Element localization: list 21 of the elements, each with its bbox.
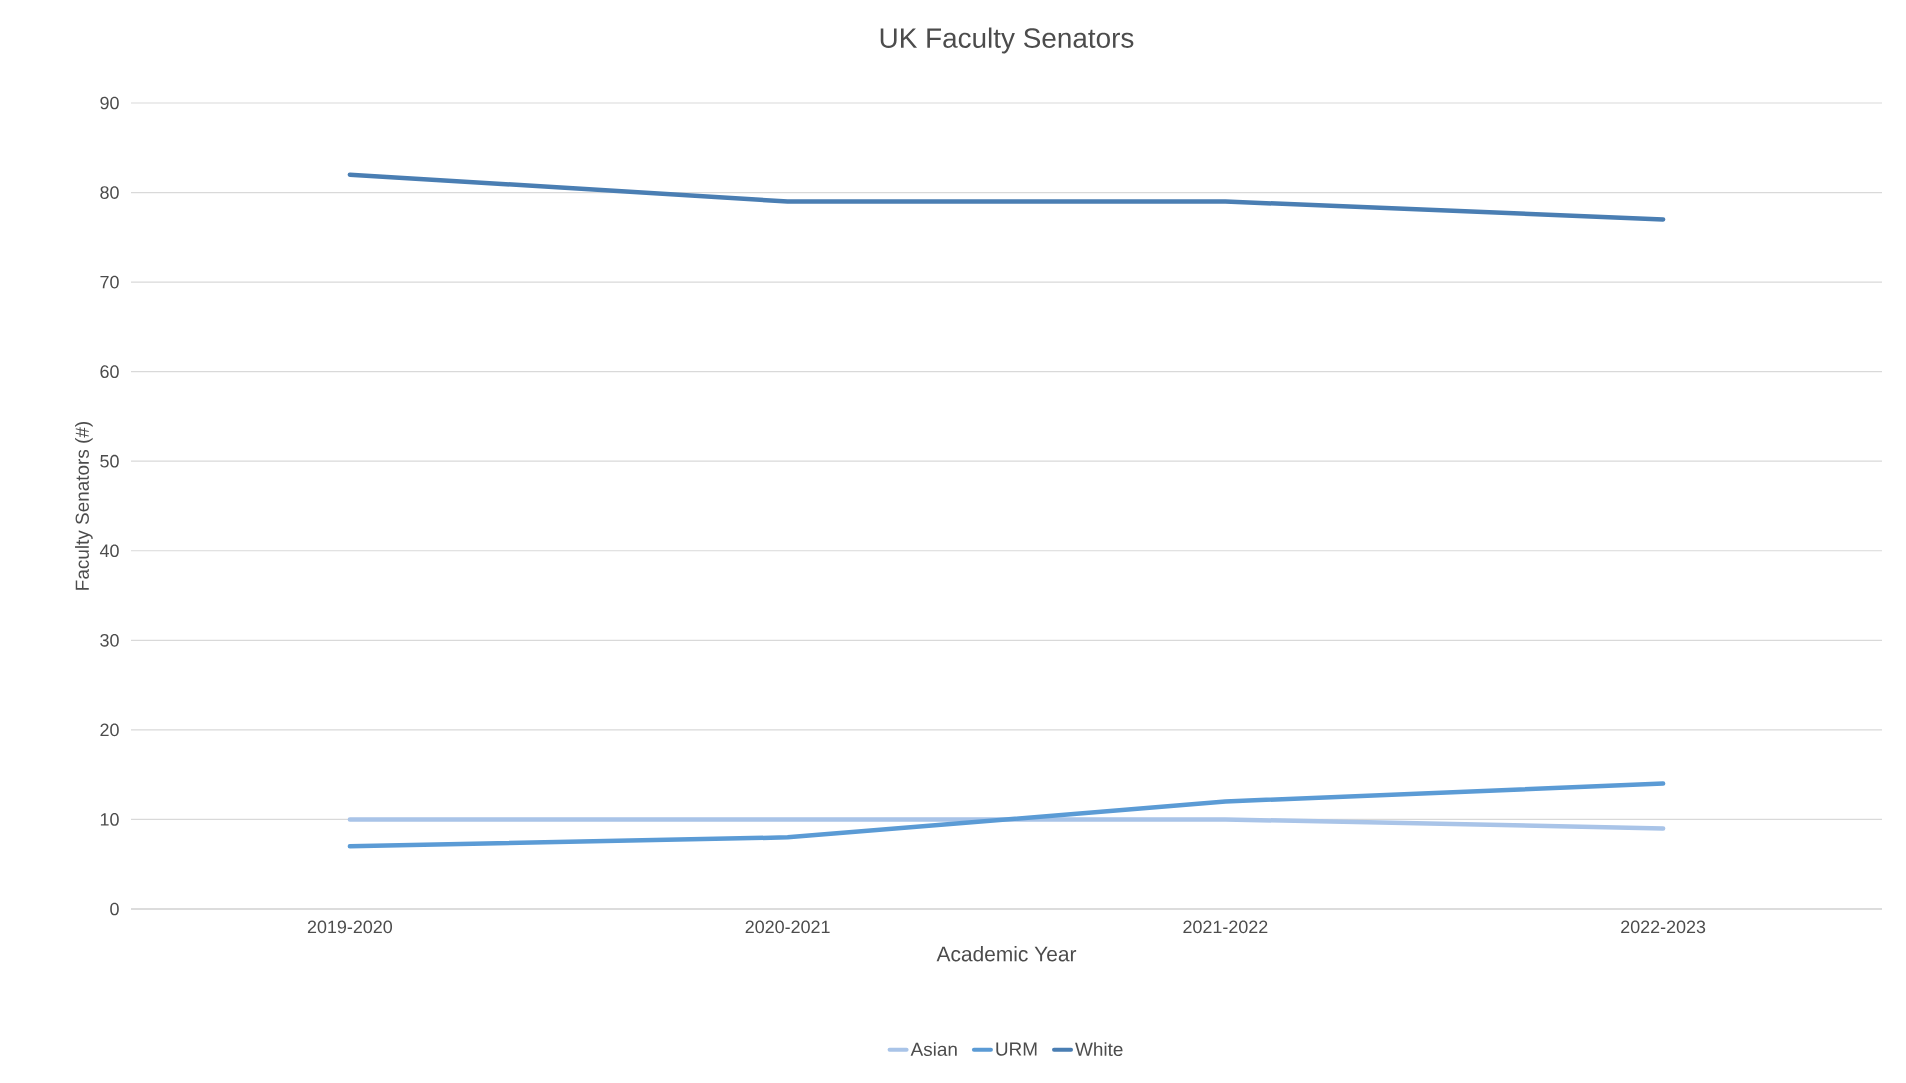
x-tick-label: 2022-2023 — [1621, 920, 1706, 934]
x-tick-label: 2020-2021 — [745, 920, 830, 934]
y-tick-label: 70 — [100, 275, 119, 289]
legend-label: White — [1075, 1042, 1123, 1057]
legend-label: Asian — [910, 1042, 957, 1057]
x-tick-label: 2021-2022 — [1183, 920, 1268, 934]
legend-label: URM — [996, 1042, 1037, 1056]
y-tick-label: 40 — [99, 544, 119, 558]
y-tick-label: 50 — [100, 454, 119, 468]
y-tick-label: 0 — [110, 902, 119, 916]
x-axis-title: Academic Year — [936, 946, 1077, 962]
y-tick-label: 80 — [100, 186, 119, 199]
y-tick-label: 20 — [100, 723, 119, 737]
y-tick-label: 60 — [100, 365, 119, 378]
y-tick-label: 90 — [100, 96, 119, 110]
chart-title: UK Faculty Senators — [880, 27, 1134, 54]
y-tick-label: 10 — [100, 813, 119, 826]
y-tick-label: 30 — [100, 633, 119, 647]
x-tick-label: 2019-2020 — [307, 920, 393, 934]
y-axis-title: Faculty Senators (#) — [75, 421, 93, 590]
line-series — [347, 781, 1666, 849]
